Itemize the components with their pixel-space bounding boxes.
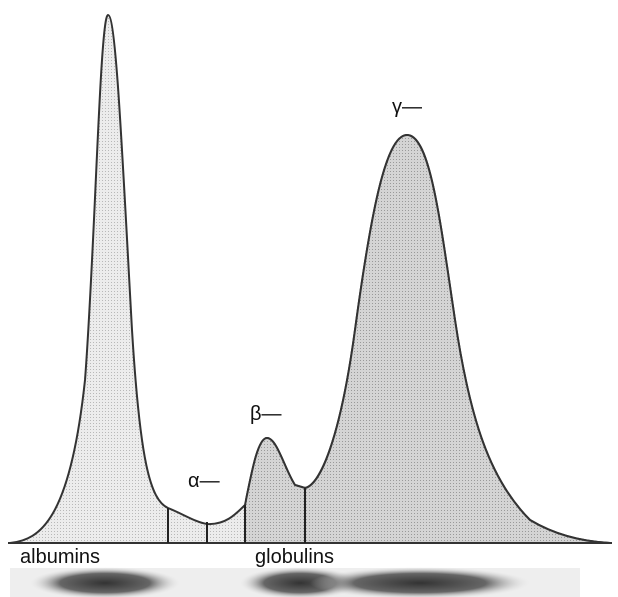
globulins-label: globulins [255,546,334,568]
beta-label: β— [250,403,282,425]
albumins-label: albumins [20,546,100,568]
alpha-label: α— [188,470,220,492]
gel-strip [10,567,580,597]
electrophoresis-diagram: α— β— γ— albumins globulins [0,0,618,597]
gamma-label: γ— [392,96,422,118]
curve [8,15,612,543]
